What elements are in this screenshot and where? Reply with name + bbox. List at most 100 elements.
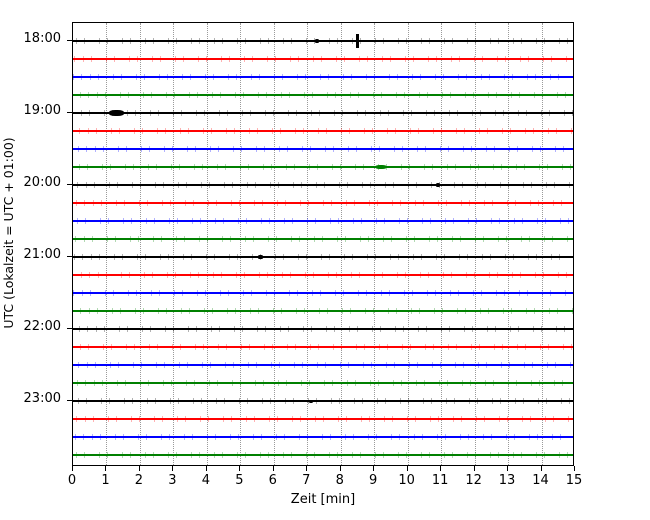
x-tick-label: 13 [498,473,516,488]
y-axis-label: UTC (Lokalzeit = UTC + 01:00) [1,137,16,329]
trace-baseline [73,345,573,349]
trace-baseline [73,111,573,115]
y-tick-label: 19:00 [23,103,61,118]
trace-baseline [73,75,573,79]
trace-baseline [73,39,573,43]
x-tick-label: 4 [201,473,210,488]
trace-line [73,380,573,386]
y-tick-mark [67,40,72,41]
x-tick-mark [239,466,241,471]
x-tick-label: 0 [67,473,77,488]
y-tick-label: 23:00 [23,391,61,406]
x-tick-mark [306,466,308,471]
trace-baseline [73,183,573,187]
y-tick-mark [67,400,72,401]
trace-event-pulse [308,399,313,403]
x-tick-label: 10 [398,473,415,488]
x-tick-mark [172,466,174,471]
y-tick-label: 22:00 [23,319,61,334]
trace-event-pulse [315,39,320,43]
trace-baseline [73,237,573,241]
trace-event-pulse [258,255,263,259]
x-tick-mark [540,466,542,471]
trace-line [73,398,573,404]
x-tick-label: 1 [101,473,110,488]
trace-baseline [73,93,573,97]
trace-line [73,128,573,134]
trace-event-burst [374,164,387,170]
x-tick-label: 6 [268,473,277,488]
x-tick-mark [205,466,207,471]
trace-line [73,326,573,332]
gridline-v [139,23,141,465]
trace-line [73,34,573,48]
trace-line [73,290,573,296]
trace-line [73,308,573,314]
x-tick-mark [507,466,509,471]
x-tick-label: 11 [431,473,449,488]
trace-line [73,56,573,62]
trace-line [73,110,573,116]
trace-line [73,164,573,170]
x-tick-label: 9 [369,473,378,488]
trace-baseline [73,57,573,61]
plot-area [72,22,574,466]
trace-line [73,362,573,368]
trace-baseline [73,273,573,277]
trace-baseline [73,309,573,313]
gridline-v [340,23,342,465]
trace-baseline [73,129,573,133]
x-axis-label: Zeit [min] [290,492,356,507]
y-tick-mark [67,184,72,185]
trace-baseline [73,219,573,223]
y-tick-label: 20:00 [23,175,61,190]
gridline-v [106,23,108,465]
y-tick-label: 18:00 [23,31,61,46]
x-tick-label: 2 [134,473,144,488]
x-tick-mark [373,466,375,471]
y-tick-mark [67,256,72,257]
gridline-v [240,23,242,465]
trace-baseline [73,435,573,439]
x-tick-label: 12 [465,473,482,488]
trace-line [73,146,573,152]
x-tick-mark [272,466,274,471]
x-tick-label: 5 [235,473,244,488]
trace-line [73,92,573,98]
trace-baseline [73,363,573,367]
trace-baseline [73,417,573,421]
x-tick-mark [72,466,73,471]
trace-baseline [73,327,573,331]
trace-line [73,272,573,278]
gridline-v [307,23,309,465]
x-tick-mark [574,466,575,471]
x-tick-mark [138,466,140,471]
trace-baseline [73,291,573,295]
trace-line [73,74,573,80]
x-tick-label: 14 [532,473,549,488]
gridline-v [206,23,208,465]
gridline-v [508,23,510,465]
gridline-v [273,23,275,465]
gridline-v [474,23,476,465]
y-tick-mark [67,112,72,113]
trace-event-pulse [435,183,440,187]
trace-line [73,236,573,242]
trace-line [73,254,573,260]
x-tick-mark [473,466,475,471]
trace-line [73,218,573,224]
y-tick-mark [67,328,72,329]
trace-line [73,452,573,458]
gridline-v [173,23,175,465]
trace-baseline [73,381,573,385]
gridline-v [374,23,376,465]
x-tick-label: 15 [565,473,583,488]
x-tick-mark [339,466,341,471]
trace-baseline [73,201,573,205]
x-tick-mark [440,466,442,471]
trace-event-spike [356,34,359,48]
trace-line [73,344,573,350]
trace-line [73,416,573,422]
x-tick-mark [105,466,107,471]
